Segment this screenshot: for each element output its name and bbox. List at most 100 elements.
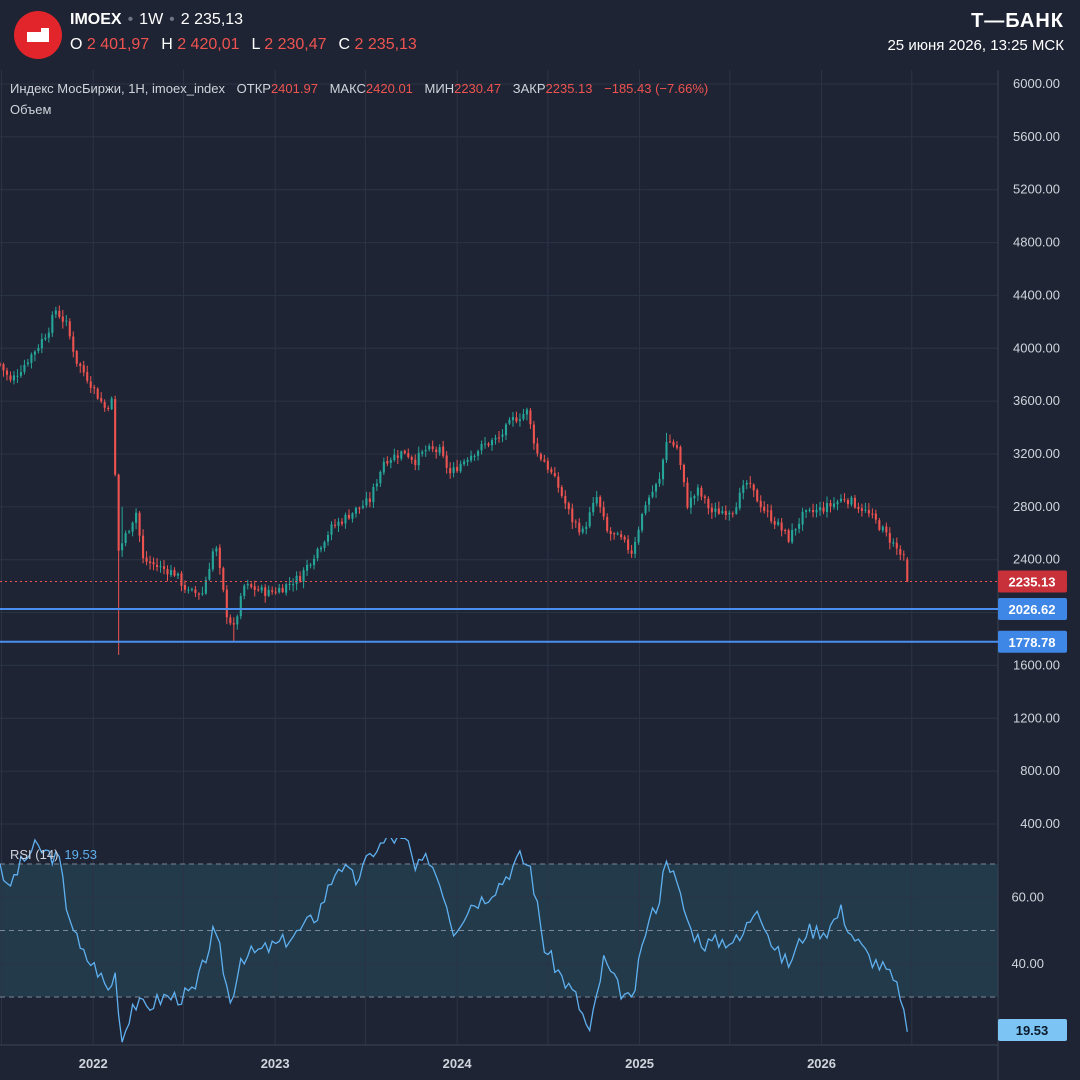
candle-body — [295, 575, 298, 584]
candle-body — [511, 416, 515, 421]
candle-body — [180, 573, 183, 586]
candle-body — [264, 587, 267, 596]
price-tick-label: 4000.00 — [1013, 340, 1060, 355]
candle-body — [299, 576, 302, 582]
candle-body — [759, 500, 762, 508]
candle-body — [686, 482, 689, 508]
axes: 400.00 800.00 1200.00 1600.00 2400.00 2800.00… — [79, 76, 1067, 1071]
rsi-line — [0, 838, 908, 1043]
candle-body — [243, 585, 246, 596]
candle-body — [239, 595, 242, 617]
high-value: 2 420,01 — [177, 36, 240, 53]
candle-body — [30, 354, 33, 363]
candle-body — [490, 440, 494, 446]
candle-body — [162, 566, 166, 569]
candle-body — [65, 320, 68, 322]
rsi-tick-label: 60.00 — [1011, 889, 1044, 904]
candle-body — [483, 443, 487, 445]
candle-body — [675, 445, 679, 448]
candle-body — [651, 491, 654, 497]
candle-body — [68, 321, 71, 337]
candle-body — [445, 455, 448, 468]
candle-body — [250, 584, 253, 587]
candle-body — [473, 455, 476, 457]
candle-body — [892, 542, 895, 544]
candle-body — [37, 348, 40, 352]
price-tick-label: 4400.00 — [1013, 287, 1060, 302]
candle-body — [152, 562, 155, 565]
candle-body — [710, 507, 713, 513]
candle-body — [714, 508, 717, 512]
year-tick-label: 2022 — [79, 1056, 108, 1071]
candle-body — [654, 484, 658, 492]
candle-body — [194, 589, 197, 593]
candle-body — [9, 375, 12, 380]
candle-body — [414, 459, 417, 465]
price-tick-label: 400.00 — [1020, 816, 1060, 831]
candle-body — [620, 534, 623, 538]
candle-body — [435, 449, 438, 453]
candle-body — [407, 453, 410, 457]
candle-body — [306, 564, 309, 571]
legend-open-label: ОТКР — [236, 81, 271, 96]
candle-body — [330, 524, 333, 535]
candle-body — [323, 542, 326, 548]
year-tick-label: 2023 — [261, 1056, 290, 1071]
last-price-tag-bg — [998, 570, 1067, 593]
price-tick-label: 6000.00 — [1013, 76, 1060, 91]
top-header: IMOEX • 1W • 2 235,13 O 2 401,97 H 2 420,01 L … — [0, 0, 1080, 70]
candle-body — [204, 579, 207, 594]
candle-body — [588, 512, 591, 527]
candle-body — [515, 417, 518, 422]
candle-body — [82, 365, 85, 373]
candle-body — [867, 510, 870, 514]
candle-body — [215, 548, 218, 552]
candle-body — [72, 336, 75, 352]
candle-body — [812, 510, 815, 513]
candle-body — [888, 532, 891, 543]
timeframe-label[interactable]: 1W — [139, 11, 164, 28]
candle-body — [159, 566, 162, 568]
candle-body — [634, 541, 637, 554]
candle-body — [567, 503, 570, 510]
price-tick-label: 2400.00 — [1013, 552, 1060, 567]
symbol-name[interactable]: IMOEX — [70, 11, 122, 28]
candle-body — [190, 589, 193, 591]
candle-body — [497, 437, 501, 439]
candle-body — [89, 381, 92, 388]
candle-body — [850, 497, 853, 505]
price-tick-label: 1200.00 — [1013, 710, 1060, 725]
candle-body — [229, 617, 232, 624]
candle-body — [766, 510, 769, 512]
candle-body — [602, 507, 605, 517]
datetime: 25 июня 2026, 13:25 МСК — [887, 37, 1064, 54]
chart-grid — [0, 70, 999, 1080]
candle-body — [853, 497, 856, 508]
candle-body — [504, 424, 508, 436]
candle-body — [798, 523, 801, 529]
level-price-tag: 1778.78 — [1009, 635, 1056, 650]
price-tick-label: 800.00 — [1020, 763, 1060, 778]
candle-body — [354, 507, 357, 514]
candle-body — [169, 570, 173, 575]
candle-body — [340, 521, 344, 524]
series-legend: Индекс МосБиржи, 1Н, imoex_index ОТКР240… — [10, 81, 708, 96]
candle-body — [836, 501, 839, 505]
high-label: H — [161, 36, 173, 53]
level-price-tag-bg — [998, 630, 1067, 653]
candle-body — [906, 559, 909, 582]
candle-body — [707, 498, 710, 509]
rsi-tick-label: 40.00 — [1011, 956, 1044, 971]
candle-body — [756, 490, 759, 502]
candle-body — [700, 487, 703, 497]
candle-body — [487, 443, 490, 446]
legend-low: 2230.47 — [454, 81, 502, 96]
candles — [0, 305, 909, 655]
tbank-logo — [14, 11, 62, 59]
candle-body — [319, 547, 323, 550]
candle-body — [337, 521, 340, 526]
candle-body — [316, 548, 319, 559]
legend-close: 2235.13 — [545, 81, 593, 96]
candle-body — [117, 474, 120, 551]
